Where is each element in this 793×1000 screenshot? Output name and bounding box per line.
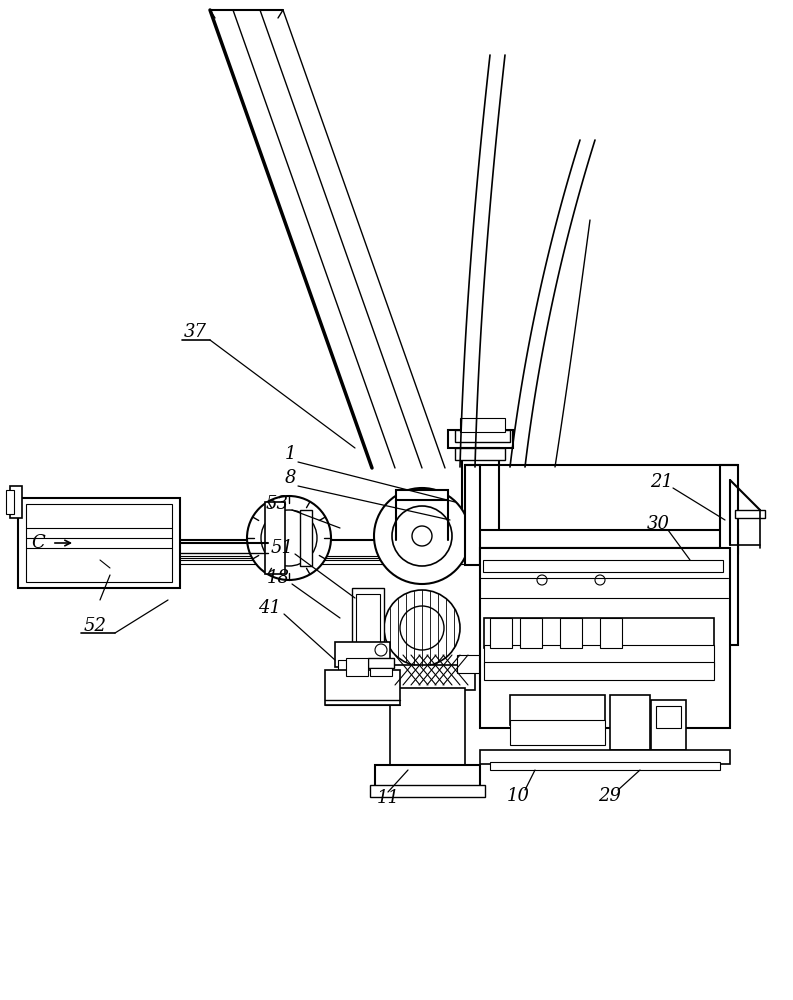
Bar (465, 465, 480, 565)
Bar (483, 560, 723, 572)
Text: 52: 52 (83, 617, 106, 635)
Text: 37: 37 (183, 323, 206, 341)
Bar (368, 658, 394, 668)
Bar (480, 548, 730, 728)
Bar (490, 618, 512, 648)
Bar (480, 750, 730, 764)
Bar (150, 540, 690, 562)
Bar (380, 665, 475, 690)
Text: 29: 29 (599, 787, 622, 805)
Bar (462, 448, 499, 543)
Text: 30: 30 (646, 515, 669, 533)
Text: 18: 18 (266, 569, 289, 587)
Circle shape (392, 506, 452, 566)
Bar (460, 418, 505, 432)
Bar (490, 762, 720, 770)
Bar (510, 695, 605, 725)
Circle shape (261, 510, 317, 566)
Bar (473, 530, 738, 548)
Bar (375, 765, 480, 787)
Bar (484, 618, 714, 648)
Text: C: C (31, 534, 45, 552)
Text: 1: 1 (284, 445, 296, 463)
Bar (370, 668, 392, 676)
Circle shape (384, 590, 460, 666)
Bar (300, 510, 312, 566)
Bar (720, 465, 738, 645)
Bar (390, 688, 465, 768)
Bar (325, 670, 400, 705)
Bar (26, 504, 172, 582)
Bar (600, 618, 622, 648)
Bar (651, 700, 686, 750)
Bar (610, 695, 650, 750)
Circle shape (595, 575, 605, 585)
Circle shape (412, 526, 432, 546)
Bar (455, 430, 510, 442)
Text: 8: 8 (284, 469, 296, 487)
Bar (656, 706, 681, 728)
Bar (10, 486, 22, 518)
Bar (560, 618, 582, 648)
Bar (396, 490, 448, 500)
Bar (18, 498, 180, 588)
Bar (6, 490, 14, 514)
Text: 53: 53 (266, 495, 289, 513)
Bar (510, 720, 605, 745)
Bar (455, 448, 505, 460)
Bar (448, 430, 513, 448)
Text: 51: 51 (270, 539, 293, 557)
Text: 11: 11 (377, 789, 400, 807)
Bar (484, 645, 714, 667)
Bar (370, 785, 485, 797)
Bar (346, 658, 368, 676)
Circle shape (400, 606, 444, 650)
Circle shape (537, 575, 547, 585)
Circle shape (375, 644, 387, 656)
Bar (457, 655, 479, 673)
Bar (335, 642, 390, 667)
Bar (155, 558, 685, 560)
Circle shape (247, 496, 331, 580)
Bar (265, 502, 285, 574)
Bar (735, 510, 765, 518)
Bar (338, 660, 386, 675)
Text: 10: 10 (507, 787, 530, 805)
Bar (473, 548, 738, 554)
Text: 21: 21 (650, 473, 673, 491)
Text: 41: 41 (259, 599, 282, 617)
Bar (356, 594, 380, 652)
Bar (484, 662, 714, 680)
Bar (520, 618, 542, 648)
Circle shape (374, 488, 470, 584)
Bar (352, 588, 384, 658)
Bar (155, 556, 685, 564)
